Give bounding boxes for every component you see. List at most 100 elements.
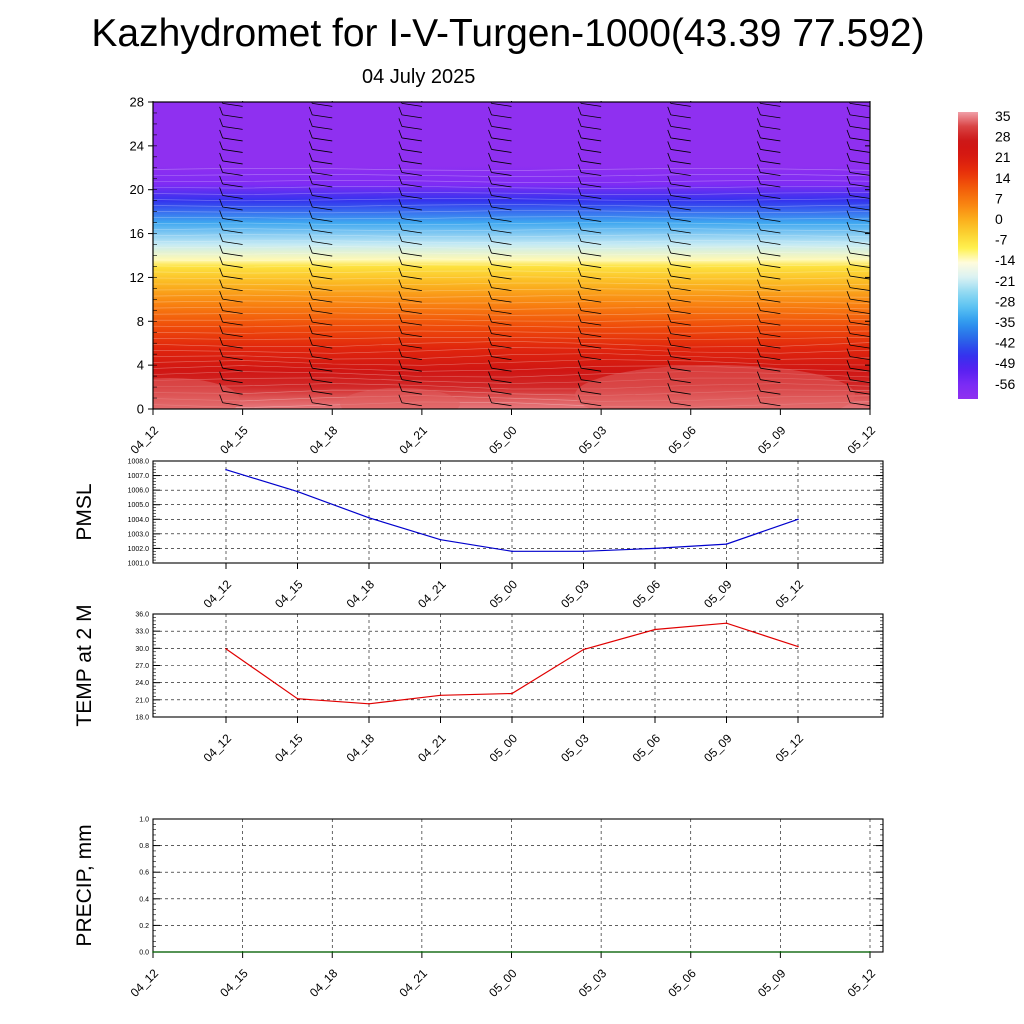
wind-barb-flag xyxy=(398,129,403,139)
wind-barb xyxy=(401,172,422,176)
y-tick-label: 1002.0 xyxy=(128,546,150,553)
wind-barb xyxy=(670,252,691,257)
wind-barb xyxy=(760,310,781,315)
wind-barb xyxy=(760,298,781,303)
wind-barb-flag xyxy=(219,256,223,265)
wind-barb xyxy=(153,163,154,164)
wind-barb xyxy=(760,379,781,384)
wind-barb-flag xyxy=(667,106,672,116)
wind-barb-flag xyxy=(488,267,492,277)
wind-barb-flag xyxy=(308,383,313,392)
wind-barb xyxy=(760,367,781,372)
wind-barb xyxy=(670,241,691,245)
wind-barb-flag xyxy=(757,152,761,162)
temp2m-panel: 18.0 21.0 24.0 27.0 30.0 33.0 36.0 04_12 04_15 04… xyxy=(73,604,884,765)
wind-barb xyxy=(401,160,422,165)
wind-barb xyxy=(849,287,870,291)
wind-barb xyxy=(312,102,333,107)
wind-barb-flag xyxy=(130,118,133,126)
x-tick-label: 05_03 xyxy=(576,966,610,1000)
wind-barb xyxy=(491,367,512,372)
wind-barb xyxy=(312,264,333,268)
wind-barb-flag xyxy=(488,233,492,242)
wind-barb-flag xyxy=(219,290,223,300)
wind-barb-flag xyxy=(846,118,851,127)
x-tick-label: 05_12 xyxy=(845,966,879,1000)
wind-barb-flag xyxy=(757,371,761,380)
wind-barb xyxy=(581,126,602,130)
wind-barb xyxy=(760,102,781,107)
x-tick-label: 05_00 xyxy=(487,577,521,611)
x-tick-label: 04_21 xyxy=(415,577,449,611)
wind-barb xyxy=(760,252,781,257)
contour-line xyxy=(153,270,870,274)
wind-barb-flag xyxy=(308,118,313,127)
contour-line xyxy=(153,173,870,177)
wind-barb-flag xyxy=(219,337,223,346)
contour-line xyxy=(153,210,870,214)
contour-line xyxy=(153,336,870,340)
contour-line xyxy=(153,216,870,220)
wind-barb xyxy=(222,344,243,349)
wind-barb xyxy=(670,126,691,130)
wind-barb xyxy=(222,126,243,130)
x-tick-label: 05_06 xyxy=(630,731,664,765)
wind-barb xyxy=(849,172,870,176)
wind-barb-flag xyxy=(130,211,133,219)
wind-barb-flag xyxy=(757,337,761,346)
wind-barb-flag xyxy=(488,210,492,219)
wind-barb xyxy=(312,379,333,384)
wind-barb-flag xyxy=(488,175,492,185)
wind-barb-flag xyxy=(846,233,851,242)
wind-barb-flag xyxy=(846,267,851,277)
wind-barb xyxy=(670,390,691,395)
wind-barb-flag xyxy=(667,244,672,254)
colorbar-label: -49 xyxy=(995,355,1015,371)
wind-barb xyxy=(401,390,422,395)
wind-barb-flag xyxy=(667,313,672,323)
wind-barb xyxy=(222,102,243,107)
wind-barb-flag xyxy=(667,118,672,127)
contour-line xyxy=(153,240,870,244)
wind-barb xyxy=(849,149,870,153)
wind-barb xyxy=(222,114,243,119)
wind-barb xyxy=(581,356,602,361)
wind-barb-flag xyxy=(130,349,133,357)
contour-line xyxy=(153,300,870,304)
wind-barb-flag xyxy=(846,325,851,334)
wind-barb xyxy=(401,137,422,142)
wind-barb-flag xyxy=(130,395,133,403)
wind-barb xyxy=(581,102,602,107)
data-point xyxy=(797,645,799,648)
data-point xyxy=(296,697,299,700)
wind-barb xyxy=(222,241,243,245)
wind-barb xyxy=(222,206,243,211)
x-tick-label: 04_12 xyxy=(128,966,162,1000)
wind-barb xyxy=(312,402,333,407)
wind-barb xyxy=(670,160,691,165)
wind-barb-flag xyxy=(757,394,761,403)
x-tick-label: 05_06 xyxy=(665,966,699,1000)
x-tick-label: 05_00 xyxy=(486,966,520,1000)
wind-barb xyxy=(760,218,781,222)
wind-barb-flag xyxy=(667,152,672,162)
wind-barb-flag xyxy=(846,337,851,346)
contour-line xyxy=(153,306,870,310)
wind-barb xyxy=(581,195,602,199)
wind-barb xyxy=(401,356,422,361)
wind-barb-flag xyxy=(488,106,492,116)
wind-barb-flag xyxy=(488,141,492,150)
data-point xyxy=(331,951,334,953)
wind-barb-flag xyxy=(308,106,313,116)
colorbar-label: 28 xyxy=(995,129,1011,145)
wind-barb xyxy=(153,117,154,118)
wind-barb-flag xyxy=(846,106,851,116)
wind-barb xyxy=(760,160,781,165)
wind-barb-flag xyxy=(219,164,223,173)
wind-barb-flag xyxy=(757,256,761,265)
wind-barb-flag xyxy=(398,279,403,288)
y-tick-label: 0.0 xyxy=(139,950,149,957)
wind-barb-flag xyxy=(308,394,313,403)
wind-barb xyxy=(581,137,602,142)
